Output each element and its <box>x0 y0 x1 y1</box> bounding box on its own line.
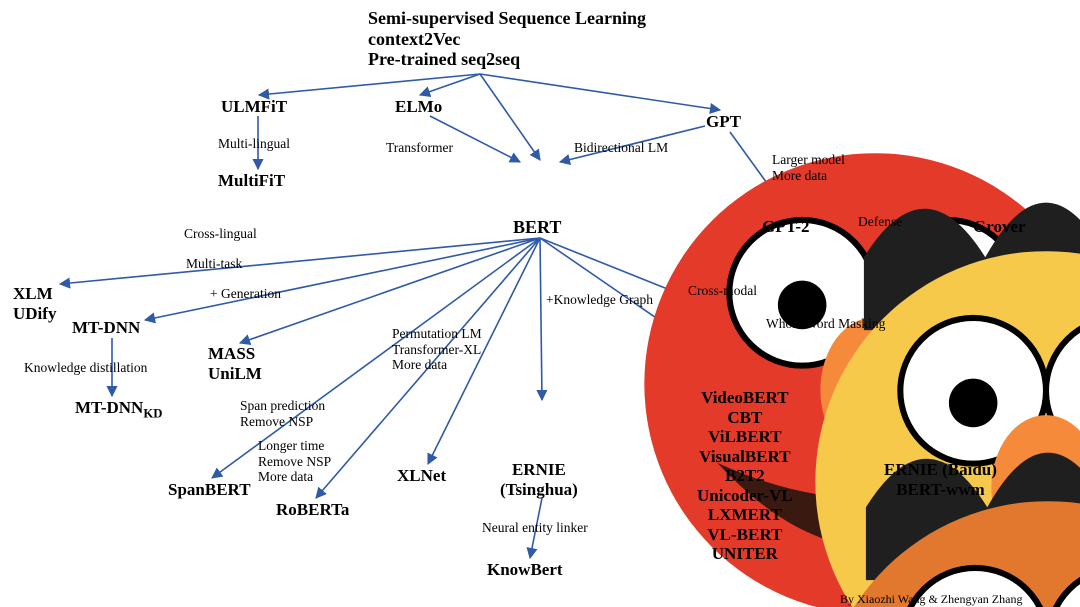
node-mtdnn-line: MT-DNN <box>72 318 140 338</box>
edge-label-plusgen: + Generation <box>210 286 281 302</box>
edge-label-wwm: Whole Word Masking <box>766 316 885 332</box>
node-vbert_stack-line: CBT <box>697 408 793 428</box>
node-elmo-line: ELMo <box>395 97 442 117</box>
node-knowbert-line: KnowBert <box>487 560 563 580</box>
node-ernie_t-line: (Tsinghua) <box>500 480 578 500</box>
edge <box>540 238 542 400</box>
node-multifit: MultiFiT <box>218 171 285 191</box>
node-gpt2: GPT-2 <box>762 217 810 237</box>
node-vbert_stack-line: LXMERT <box>697 505 793 525</box>
node-ernie_b-line: BERT-wwm <box>884 480 997 500</box>
node-spanbert: SpanBERT <box>168 480 251 500</box>
node-root-line: Semi-supervised Sequence Learning <box>368 8 646 29</box>
edge <box>420 74 480 95</box>
ernie-t-char <box>508 398 568 458</box>
node-vbert_stack-line: VL-BERT <box>697 525 793 545</box>
edge-label-span: Span prediction Remove NSP <box>240 398 325 429</box>
node-mtdnnkd-line: MT-DNNKD <box>75 398 162 417</box>
node-mtdnn: MT-DNN <box>72 318 140 338</box>
node-bert-line: BERT <box>513 217 561 238</box>
edge-label-perm: Permutation LM Transformer-XL More data <box>392 326 482 373</box>
edge-label-transformer: Transformer <box>386 140 453 156</box>
node-vbert_stack-line: UNITER <box>697 544 793 564</box>
node-elmo: ELMo <box>395 97 442 117</box>
node-vbert_stack: VideoBERTCBTViLBERTVisualBERTB2T2Unicode… <box>697 388 793 564</box>
bert-char <box>506 148 571 216</box>
node-spanbert-line: SpanBERT <box>168 480 251 500</box>
edge-label-longer: Longer time Remove NSP More data <box>258 438 331 485</box>
edges-layer <box>0 0 1080 607</box>
node-vbert_stack-line: VisualBERT <box>697 447 793 467</box>
node-roberta-line: RoBERTa <box>276 500 349 520</box>
edge <box>540 238 755 386</box>
edge-label-kd: Knowledge distillation <box>24 360 147 376</box>
node-vbert_stack-line: B2T2 <box>697 466 793 486</box>
node-mtdnnkd: MT-DNNKD <box>75 398 162 421</box>
node-xlnet: XLNet <box>397 466 446 486</box>
node-ernie_b-line: ERNIE (Baidu) <box>884 460 997 480</box>
grover-char <box>950 142 1025 217</box>
edge-label-nel: Neural entity linker <box>482 520 588 536</box>
node-grover-line: Grover <box>973 217 1026 237</box>
node-xlm-line: UDify <box>13 304 56 324</box>
node-vbert_stack-line: Unicoder-VL <box>697 486 793 506</box>
node-ernie_b: ERNIE (Baidu)BERT-wwm <box>884 460 997 499</box>
node-knowbert: KnowBert <box>487 560 563 580</box>
node-root-line: Pre-trained seq2seq <box>368 49 646 70</box>
node-gpt: GPT <box>706 112 741 132</box>
edge-label-bidir: Bidirectional LM <box>574 140 668 156</box>
node-mass: MASSUniLM <box>208 344 262 383</box>
edge-label-crossling: Cross-lingual <box>184 226 257 242</box>
node-root-line: context2Vec <box>368 29 646 50</box>
edge-label-crossmodal: Cross-modal <box>688 283 757 299</box>
edge <box>240 238 540 343</box>
node-ernie_t: ERNIE(Tsinghua) <box>500 460 578 499</box>
node-root: Semi-supervised Sequence Learningcontext… <box>368 8 646 70</box>
edge <box>480 74 720 110</box>
node-roberta: RoBERTa <box>276 500 349 520</box>
edge-label-defense: Defense <box>858 214 902 230</box>
node-bert: BERT <box>513 217 561 238</box>
edge-label-larger: Larger model More data <box>772 152 845 183</box>
edge-label-multilingual: Multi-lingual <box>218 136 290 152</box>
edge <box>60 238 540 284</box>
node-ulmfit-line: ULMFiT <box>221 97 287 117</box>
node-xlm-line: XLM <box>13 284 56 304</box>
node-mass-line: UniLM <box>208 364 262 384</box>
ernie-b-char <box>910 398 970 458</box>
node-vbert_stack-line: VideoBERT <box>697 388 793 408</box>
node-gpt-line: GPT <box>706 112 741 132</box>
node-mass-line: MASS <box>208 344 262 364</box>
edge-label-kgraph: +Knowledge Graph <box>546 292 653 308</box>
credit-text: By Xiaozhi Wang & Zhengyan Zhang @THUNLP <box>840 592 1080 607</box>
node-xlm: XLMUDify <box>13 284 56 323</box>
node-multifit-line: MultiFiT <box>218 171 285 191</box>
node-grover: Grover <box>973 217 1026 237</box>
node-ernie_t-line: ERNIE <box>500 460 578 480</box>
node-xlnet-line: XLNet <box>397 466 446 486</box>
node-vbert_stack-line: ViLBERT <box>697 427 793 447</box>
edge-label-multitask: Multi-task <box>186 256 242 272</box>
node-gpt2-line: GPT-2 <box>762 217 810 237</box>
node-ulmfit: ULMFiT <box>221 97 287 117</box>
edge <box>145 238 540 320</box>
